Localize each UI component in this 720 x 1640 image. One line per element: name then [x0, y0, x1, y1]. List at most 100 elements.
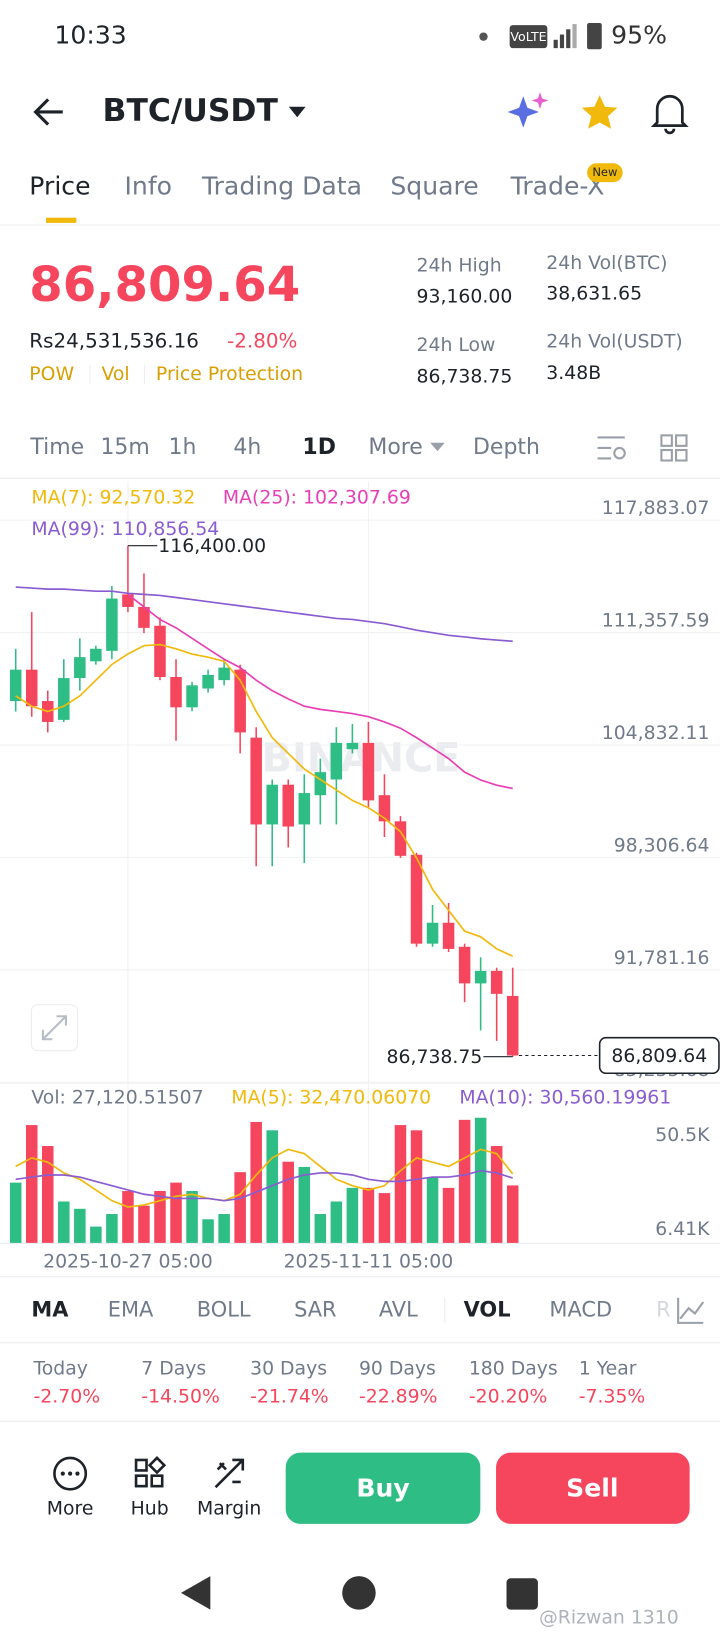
period-change: -22.89%: [359, 1387, 438, 1408]
more-button[interactable]: [53, 1456, 88, 1491]
indicator-active[interactable]: VOL: [464, 1297, 511, 1321]
volume-bar: [458, 1119, 471, 1244]
stat-value: 86,738.75: [417, 366, 513, 387]
candle-body: [474, 970, 487, 984]
sell-label[interactable]: Sell: [566, 1473, 618, 1502]
new-badge-label: New: [592, 165, 617, 179]
tag[interactable]: POW: [29, 364, 74, 385]
indicator-settings-icon[interactable]: [677, 1297, 705, 1324]
tag[interactable]: Price Protection: [156, 364, 303, 385]
more-caret[interactable]: [430, 442, 445, 452]
y-tick-label: 104,832.11: [602, 723, 710, 744]
volume-bar: [90, 1226, 102, 1244]
ma-line: [15, 586, 513, 643]
volume-bar: [346, 1187, 359, 1244]
interval[interactable]: 15m: [100, 435, 149, 460]
indicator[interactable]: SAR: [294, 1297, 337, 1321]
volume-bar: [170, 1182, 182, 1244]
watermark: @Rizwan 1310: [539, 1608, 679, 1629]
pair-title[interactable]: BTC/USDT: [103, 93, 279, 129]
period-change: -20.20%: [469, 1387, 548, 1408]
indicator[interactable]: AVL: [379, 1297, 418, 1321]
signal-icon: [553, 24, 577, 49]
x-tick-label: 2025-11-11 05:00: [284, 1252, 454, 1273]
margin-button[interactable]: [214, 1458, 245, 1489]
volume-bar: [378, 1193, 391, 1244]
price-chart: BINANCE 117,883.07 111,357.59 104,832.11 98,…: [0, 481, 720, 1273]
fiat-price: Rs24,531,536.16: [29, 330, 199, 353]
layout-icon[interactable]: [660, 434, 688, 462]
buy-label[interactable]: Buy: [356, 1473, 409, 1502]
volume-bar: [426, 1177, 439, 1244]
pair-dropdown[interactable]: [288, 106, 306, 118]
volume-bar: [314, 1214, 327, 1244]
indicator[interactable]: MACD: [549, 1297, 612, 1321]
ai-icon[interactable]: [507, 92, 549, 128]
nav-recents[interactable]: [506, 1578, 538, 1610]
hub-button[interactable]: [134, 1456, 167, 1488]
volume-bar: [266, 1130, 278, 1244]
interval[interactable]: 4h: [233, 435, 261, 460]
tab[interactable]: Square: [390, 171, 478, 200]
candle-body: [378, 795, 391, 822]
candle-body: [490, 970, 503, 994]
period-label: Today: [32, 1358, 87, 1379]
y-tick-label: 111,357.59: [602, 611, 710, 632]
period-label: 30 Days: [250, 1358, 327, 1379]
tab-indicator: [46, 217, 77, 223]
volume-bar: [42, 1146, 54, 1244]
back-button[interactable]: [33, 98, 63, 126]
nav-home[interactable]: [342, 1576, 376, 1610]
period-label: 180 Days: [469, 1358, 558, 1379]
action-label[interactable]: More: [47, 1499, 94, 1520]
candle-body: [314, 772, 327, 796]
candle-body: [218, 667, 230, 681]
nav-back[interactable]: [181, 1576, 211, 1610]
indicator[interactable]: EMA: [108, 1297, 154, 1321]
interval[interactable]: More: [368, 435, 422, 460]
volume-bar: [74, 1208, 86, 1244]
candle-body: [346, 742, 359, 750]
interval[interactable]: Time: [29, 435, 84, 460]
indicator[interactable]: BOLL: [197, 1297, 251, 1321]
y-tick-label: 98,306.64: [614, 835, 710, 856]
indicator[interactable]: R: [656, 1297, 671, 1321]
y-tick-label: 91,781.16: [614, 948, 710, 969]
candle-body: [106, 598, 118, 651]
stat-value: 3.48B: [546, 363, 601, 384]
volume-bar: [234, 1172, 246, 1244]
last-price-label: 86,809.64: [611, 1046, 707, 1067]
sell-button[interactable]: [496, 1452, 690, 1524]
interval[interactable]: Depth: [473, 435, 540, 460]
volume-bar: [410, 1130, 423, 1244]
tab[interactable]: Trading Data: [201, 171, 362, 200]
indicator-active[interactable]: MA: [31, 1297, 69, 1321]
interval-active[interactable]: 1D: [302, 435, 336, 460]
buy-button[interactable]: [285, 1452, 481, 1524]
tag[interactable]: Vol: [102, 364, 130, 385]
candle-body: [506, 995, 519, 1056]
stat-label: 24h Vol(BTC): [546, 253, 667, 274]
bell-icon[interactable]: [650, 94, 689, 135]
favorite-star[interactable]: [581, 95, 618, 129]
expand-button[interactable]: [30, 1004, 78, 1052]
action-label[interactable]: Margin: [197, 1499, 261, 1520]
candle-body: [282, 784, 295, 827]
candle-body: [138, 606, 150, 628]
tab-active[interactable]: Price: [29, 171, 90, 200]
interval[interactable]: 1h: [168, 435, 196, 460]
period-change: -21.74%: [250, 1387, 329, 1408]
legend-entry: MA(25): 102,307.69: [223, 488, 411, 509]
volume-bar: [122, 1191, 134, 1244]
period-change: -7.35%: [579, 1387, 646, 1408]
stat-value: 93,160.00: [417, 287, 513, 308]
candle-body: [426, 922, 439, 944]
legend-entry: MA(5): 32,470.06070: [231, 1087, 431, 1108]
volume-bar: [506, 1185, 519, 1244]
y-tick-label: 6.41K: [655, 1219, 710, 1240]
legend-entry: Vol: 27,120.51507: [31, 1087, 203, 1108]
chart-settings-icon[interactable]: [597, 436, 626, 460]
action-label[interactable]: Hub: [131, 1499, 169, 1520]
tab[interactable]: Info: [125, 171, 173, 200]
